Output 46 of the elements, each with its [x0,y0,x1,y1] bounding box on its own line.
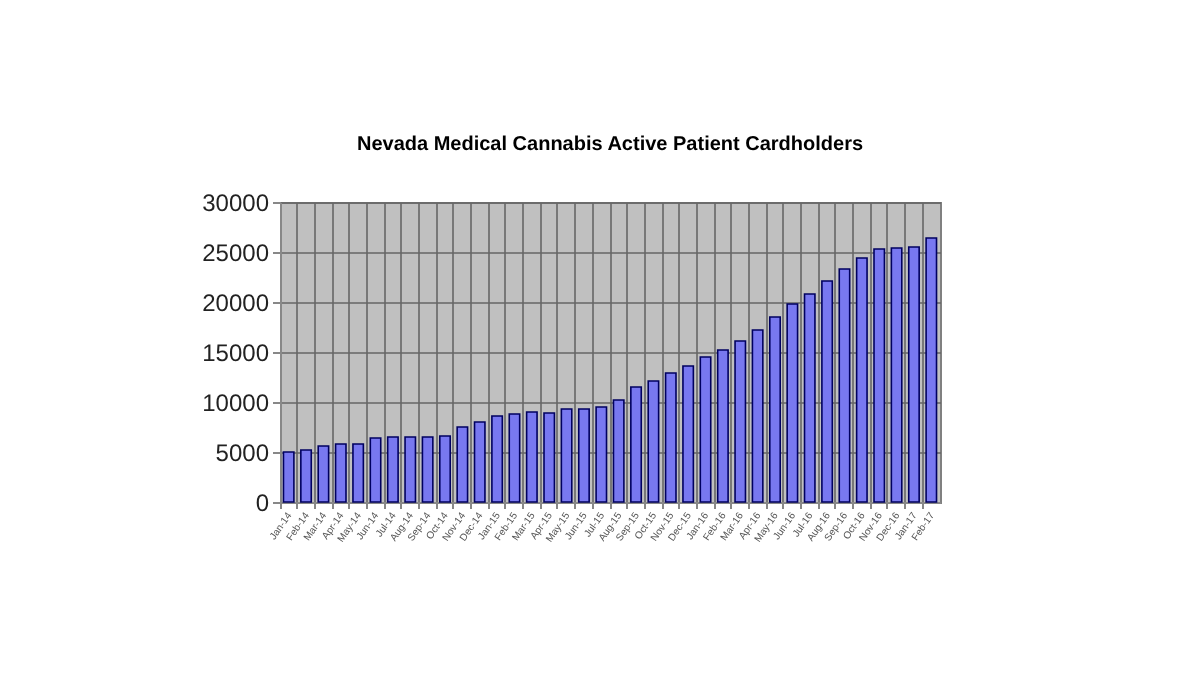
y-tick-label: 15000 [202,339,270,367]
bar [438,435,452,503]
bar [786,303,799,503]
bar [404,436,417,503]
bar [803,293,816,503]
bar [508,413,521,503]
bar [647,380,660,503]
y-tick-label: 5000 [215,439,270,467]
y-tick-label: 20000 [202,289,270,317]
bar [317,445,330,503]
bar [890,247,903,503]
bar [334,443,347,503]
bar [491,415,504,503]
y-tick-label: 10000 [202,389,270,417]
y-tick-label: 30000 [202,189,270,217]
bar [300,449,313,503]
bar [369,437,382,503]
bar [734,340,747,503]
bar [352,443,365,503]
bar [543,412,556,503]
bar [473,421,486,503]
bar [386,436,399,503]
bar [282,451,295,503]
bar [768,316,782,503]
bar [699,356,712,503]
bar [925,237,938,503]
bar [907,246,920,503]
bar [716,349,729,503]
bar [855,257,868,503]
bar [421,436,434,503]
bar [456,426,469,503]
bar [751,329,764,503]
bar [682,365,695,503]
bar [821,280,834,503]
bar [664,372,677,503]
bar [595,406,608,503]
bar [873,248,886,503]
chart-title: Nevada Medical Cannabis Active Patient Cardholders [356,134,864,156]
y-tick-label: 0 [255,489,270,517]
y-tick-label: 25000 [202,239,270,267]
bar [630,386,643,503]
bar [612,399,625,503]
bar [838,268,851,503]
bar [577,408,590,503]
bar [525,411,538,503]
bar [560,408,573,503]
